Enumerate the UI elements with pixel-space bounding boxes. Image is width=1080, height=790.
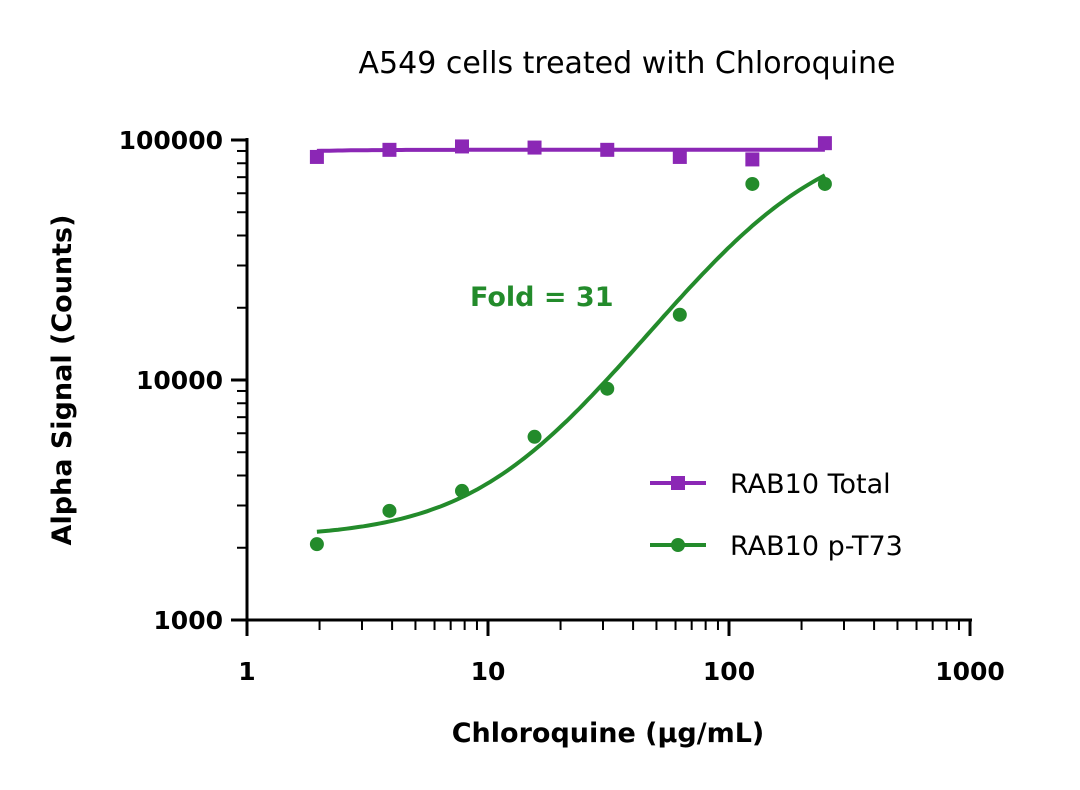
data-point-square	[309, 149, 324, 164]
data-point-circle	[600, 381, 615, 396]
data-point-square	[382, 142, 397, 157]
data-point-circle	[745, 176, 760, 191]
data-point-square	[600, 142, 615, 157]
data-point-square	[527, 140, 542, 155]
data-point-circle	[454, 483, 469, 498]
data-points	[309, 136, 832, 552]
data-point-square	[672, 149, 687, 164]
data-point-square	[454, 139, 469, 154]
data-point-circle	[817, 176, 832, 191]
fold-annotation: Fold = 31	[470, 282, 613, 313]
data-point-square	[745, 152, 760, 167]
x-axis-label: Chloroquine (µg/mL)	[452, 718, 765, 749]
y-tick-label: 10000	[136, 366, 223, 395]
legend-label: RAB10 Total	[730, 469, 891, 500]
fit-curve-p-t73	[316, 173, 826, 534]
y-axis-label: Alpha Signal (Counts)	[47, 215, 78, 546]
y-tick-label: 1000	[153, 606, 223, 635]
fit-curves	[316, 147, 826, 534]
legend-label: RAB10 p-T73	[730, 531, 903, 562]
legend-marker-circle	[671, 538, 685, 552]
x-tick-label: 10	[471, 657, 506, 686]
x-tick-label: 1000	[935, 657, 1005, 686]
data-point-circle	[527, 429, 542, 444]
axes: 1 10 100 1000 1000 10000 100000	[119, 126, 1005, 686]
chart-title: A549 cells treated with Chloroquine	[359, 46, 896, 81]
y-tick-label: 100000	[119, 126, 223, 155]
data-point-circle	[382, 503, 397, 518]
x-tick-label: 1	[238, 657, 255, 686]
data-point-circle	[672, 307, 687, 322]
data-point-square	[817, 136, 832, 151]
x-tick-label: 100	[703, 657, 755, 686]
data-point-circle	[309, 537, 324, 552]
legend-marker-square	[671, 476, 685, 490]
legend: RAB10 Total RAB10 p-T73	[650, 469, 903, 562]
fit-curve-total	[316, 147, 825, 153]
